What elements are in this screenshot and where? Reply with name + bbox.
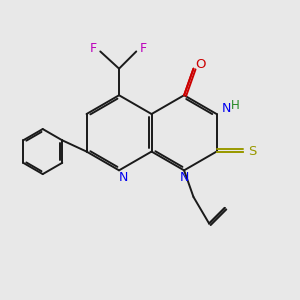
Text: F: F — [140, 42, 147, 56]
Text: N: N — [222, 102, 231, 115]
Text: N: N — [119, 171, 128, 184]
Text: H: H — [231, 99, 240, 112]
Text: O: O — [195, 58, 206, 71]
Text: F: F — [90, 42, 97, 56]
Text: N: N — [179, 171, 189, 184]
Text: S: S — [248, 145, 256, 158]
